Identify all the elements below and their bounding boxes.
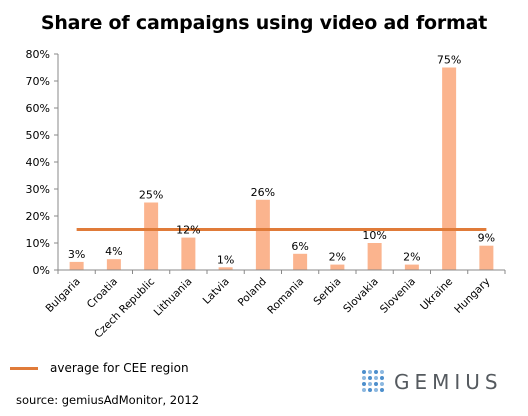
- category-label: Bulgaria: [43, 276, 82, 315]
- y-tick-label: 80%: [26, 48, 50, 61]
- logo-text: GEMIUS: [394, 370, 503, 394]
- logo-dot: [368, 382, 372, 386]
- logo-dot: [368, 376, 372, 380]
- data-label: 10%: [362, 229, 386, 242]
- logo-dot: [368, 388, 372, 392]
- bars: [69, 67, 494, 270]
- logo-dot: [374, 370, 378, 374]
- logo-dot: [380, 388, 384, 392]
- gemius-logo: GEMIUS: [362, 370, 503, 394]
- data-label: 75%: [437, 54, 461, 67]
- bar: [144, 202, 159, 270]
- y-tick-label: 60%: [26, 102, 50, 115]
- data-labels: 3% 4% 25% 12% 1% 26% 6% 2% 10% 2% 75% 9%: [68, 54, 495, 267]
- bar: [442, 67, 457, 270]
- legend: average for CEE region: [10, 360, 189, 376]
- y-tick-label: 70%: [26, 75, 50, 88]
- bar: [255, 199, 270, 270]
- category-label: Poland: [236, 276, 269, 309]
- chart-title: Share of campaigns using video ad format: [40, 12, 488, 34]
- y-tick-label: 30%: [26, 183, 50, 196]
- data-label: 2%: [403, 251, 420, 264]
- logo-dot: [380, 382, 384, 386]
- logo-dot: [362, 382, 366, 386]
- logo-dot: [368, 370, 372, 374]
- y-tick-label: 10%: [26, 237, 50, 250]
- logo-dot: [380, 376, 384, 380]
- category-label: Romania: [265, 276, 306, 317]
- data-label: 3%: [68, 248, 85, 261]
- y-tick-label: 40%: [26, 156, 50, 169]
- data-label: 2%: [329, 251, 346, 264]
- bar: [404, 264, 419, 270]
- data-label: 4%: [105, 245, 122, 258]
- data-label: 12%: [176, 224, 200, 237]
- bar: [293, 253, 308, 270]
- source-note: source: gemiusAdMonitor, 2012: [16, 393, 200, 407]
- y-tick-label: 0%: [33, 264, 50, 277]
- logo-dot: [374, 388, 378, 392]
- logo-dot: [362, 376, 366, 380]
- category-label: Serbia: [311, 276, 343, 308]
- gemius-dots-icon: [362, 370, 386, 394]
- y-tick-label: 50%: [26, 129, 50, 142]
- legend-label: average for CEE region: [50, 361, 189, 375]
- bar: [479, 245, 494, 270]
- category-label: Ukraine: [418, 276, 455, 313]
- logo-dot: [374, 382, 378, 386]
- legend-swatch: [10, 366, 38, 370]
- category-label: Hungary: [452, 276, 492, 316]
- data-label: 1%: [217, 253, 234, 266]
- data-label: 6%: [291, 240, 308, 253]
- category-label: Latvia: [201, 276, 232, 307]
- category-label: Croatia: [85, 276, 120, 311]
- category-label: Slovenia: [378, 276, 418, 316]
- logo-dot: [362, 388, 366, 392]
- logo-dot: [374, 376, 378, 380]
- bar: [330, 264, 345, 270]
- y-axis: 0% 10% 20% 30% 40% 50% 60% 70% 80%: [26, 48, 59, 277]
- y-tick-label: 20%: [26, 210, 50, 223]
- logo-dot: [362, 370, 366, 374]
- category-label: Lithuania: [152, 276, 195, 319]
- data-label: 9%: [478, 232, 495, 245]
- bar: [218, 267, 233, 270]
- bar: [69, 261, 84, 270]
- bar: [367, 243, 382, 270]
- category-label: Slovakia: [341, 276, 381, 316]
- logo-dot: [380, 370, 384, 374]
- bar: [106, 259, 121, 270]
- data-label: 25%: [139, 189, 163, 202]
- data-label: 26%: [251, 186, 275, 199]
- bar: [181, 237, 196, 270]
